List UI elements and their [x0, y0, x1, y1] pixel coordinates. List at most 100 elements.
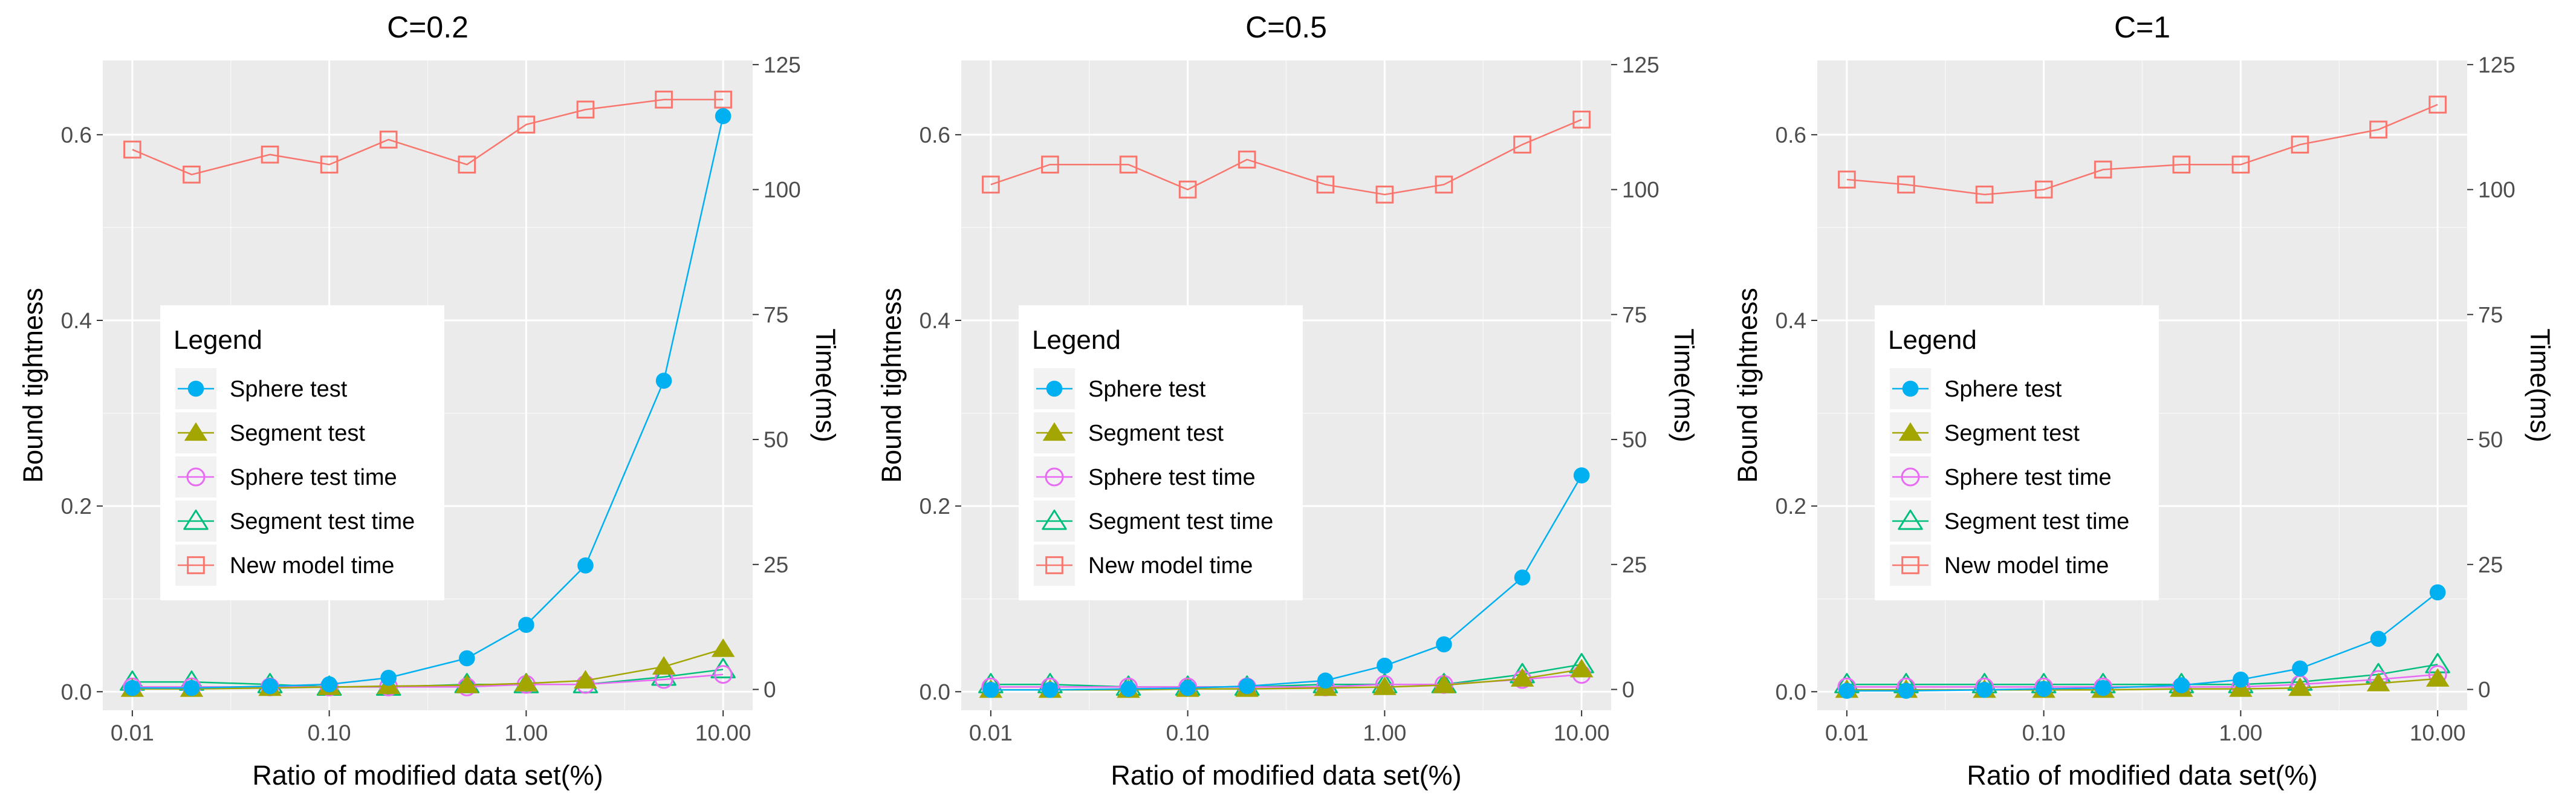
data-point — [380, 669, 397, 686]
legend-title: Legend — [1032, 325, 1121, 355]
data-point — [2034, 180, 2053, 199]
data-point — [2370, 630, 2387, 647]
y2-tick-label: 50 — [1622, 427, 1647, 452]
data-point — [1510, 668, 1534, 687]
data-point — [517, 115, 536, 134]
y-tick-label: 0.0 — [1776, 679, 1806, 704]
data-point — [1432, 675, 1456, 693]
y2-tick-label: 125 — [2478, 53, 2516, 77]
y-tick-label: 0.6 — [1776, 123, 1806, 147]
data-point — [1239, 678, 1255, 695]
x-tick-label: 0.01 — [1825, 721, 1869, 745]
data-point — [455, 675, 479, 693]
legend: Legend Sphere test Segment test Sphere test… — [1875, 305, 2159, 600]
legend-label: Segment test time — [230, 509, 415, 534]
open-circle-icon — [1045, 467, 1064, 487]
y2-tick-label: 0 — [1622, 678, 1635, 702]
chart-title: C=0.5 — [1245, 10, 1327, 44]
data-point — [1375, 186, 1394, 204]
legend-label: Sphere test — [230, 377, 348, 402]
y2-tick-label: 75 — [2478, 302, 2503, 327]
y2-tick-label: 75 — [1622, 302, 1647, 327]
y2-tick-label: 100 — [2478, 178, 2516, 203]
legend-label: Sphere test time — [230, 465, 397, 490]
y2-axis-title: Time(ms) — [2525, 328, 2555, 442]
y-tick-label: 0.4 — [1776, 308, 1806, 333]
data-point — [1436, 636, 1452, 653]
series-line — [132, 648, 724, 690]
series-new-model-time — [982, 111, 1591, 204]
data-point — [2288, 677, 2312, 696]
filled-triangle-icon — [1042, 422, 1066, 441]
data-point — [2036, 681, 2052, 697]
data-point — [1569, 658, 1594, 678]
y-axis-title: Bound tightness — [1732, 288, 1763, 483]
data-point — [652, 656, 676, 675]
x-tick-label: 1.00 — [2219, 721, 2262, 745]
data-point — [1373, 676, 1397, 695]
data-point — [262, 678, 278, 695]
chart-panel-3: 0.01 0.10 1.00 10.00 0.0 0.2 0.4 0.6 0 25 50 75 100 1… — [1732, 10, 2555, 791]
y2-axis-title: Time(ms) — [810, 328, 841, 442]
y-axis-title: Bound tightness — [876, 288, 907, 483]
x-axis-title: Ratio of modified data set(%) — [1967, 760, 2317, 791]
data-point — [577, 557, 594, 574]
data-point — [1513, 135, 1531, 154]
open-triangle-icon — [1042, 510, 1067, 530]
x-axis-title: Ratio of modified data set(%) — [252, 760, 603, 791]
data-point — [1120, 681, 1137, 697]
y2-tick-label: 25 — [1622, 553, 1647, 577]
filled-circle-icon — [187, 380, 204, 397]
legend-label: New model time — [1088, 553, 1253, 579]
series-sphere — [1838, 584, 2446, 699]
y2-tick-label: 25 — [764, 553, 788, 577]
data-point — [261, 145, 279, 164]
y-tick-label: 0.4 — [920, 308, 950, 333]
data-point — [1317, 672, 1334, 689]
filled-circle-icon — [1902, 380, 1919, 397]
filled-triangle-icon — [184, 422, 208, 441]
legend-title: Legend — [174, 325, 262, 355]
y2-tick-label: 100 — [1622, 178, 1659, 203]
x-tick-label: 0.01 — [969, 721, 1013, 745]
legend-label: Sphere test — [1088, 377, 1206, 402]
open-square-icon — [1901, 556, 1919, 574]
x-axis-title: Ratio of modified data set(%) — [1111, 760, 1461, 791]
data-point — [320, 155, 339, 174]
series-sphere — [124, 108, 732, 696]
data-point — [1179, 679, 1196, 696]
data-point — [518, 617, 534, 634]
y-tick-label: 0.2 — [1776, 494, 1806, 519]
data-point — [982, 681, 999, 698]
x-tick-label: 0.10 — [1166, 721, 1210, 745]
open-triangle-icon — [183, 510, 209, 530]
y-tick-label: 0.6 — [920, 123, 950, 147]
legend-label: Sphere test time — [1088, 465, 1256, 490]
data-point — [2292, 660, 2308, 677]
y2-axis-title: Time(ms) — [1669, 328, 1699, 442]
y2-tick-label: 25 — [2478, 553, 2503, 577]
series-line — [1846, 663, 2438, 685]
open-square-icon — [1045, 556, 1063, 574]
legend-label: New model time — [230, 553, 394, 579]
data-point — [1238, 151, 1256, 169]
series-new-model-time — [1838, 96, 2447, 204]
legend-label: Segment test — [1944, 421, 2080, 446]
legend-label: Segment test — [230, 421, 365, 446]
data-point — [1898, 682, 1915, 699]
data-point — [514, 672, 538, 692]
x-tick-label: 10.00 — [1554, 721, 1610, 745]
data-point — [2231, 155, 2250, 174]
legend-label: Sphere test time — [1944, 465, 2112, 490]
series-line — [1846, 103, 2438, 196]
y2-tick-label: 0 — [764, 678, 776, 702]
y2-tick-label: 50 — [764, 427, 788, 452]
legend-label: Segment test time — [1088, 509, 1273, 534]
data-point — [1377, 657, 1393, 674]
data-point — [2369, 120, 2387, 139]
y2-tick-label: 50 — [2478, 427, 2503, 452]
open-circle-icon — [1901, 467, 1920, 487]
data-point — [1041, 155, 1059, 174]
data-point — [651, 665, 676, 686]
